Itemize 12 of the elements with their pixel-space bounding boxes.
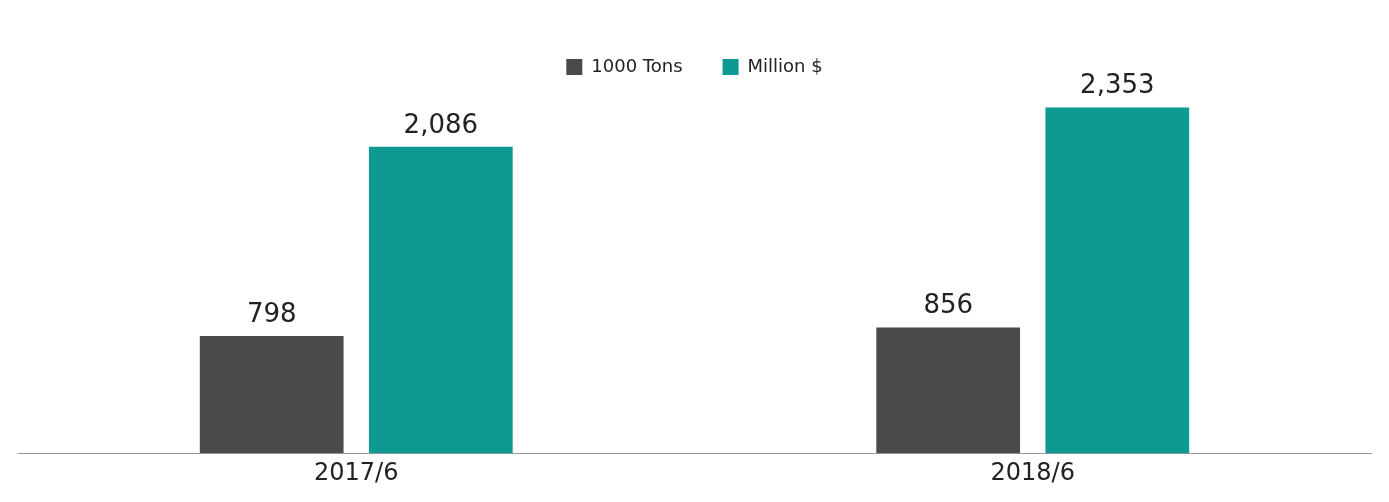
x-tick-label: 2018/6	[990, 457, 1075, 486]
data-label: 2,086	[403, 108, 479, 139]
data-label: 856	[923, 289, 974, 320]
bar	[368, 146, 513, 454]
bar	[876, 327, 1021, 454]
data-label: 2,353	[1080, 69, 1155, 100]
legend-label: Million $	[747, 54, 823, 76]
bar	[1045, 107, 1190, 454]
legend-label: 1000 Tons	[591, 54, 683, 76]
data-label: 798	[246, 297, 297, 328]
x-tick-label: 2017/6	[314, 457, 399, 486]
bar	[199, 335, 344, 454]
